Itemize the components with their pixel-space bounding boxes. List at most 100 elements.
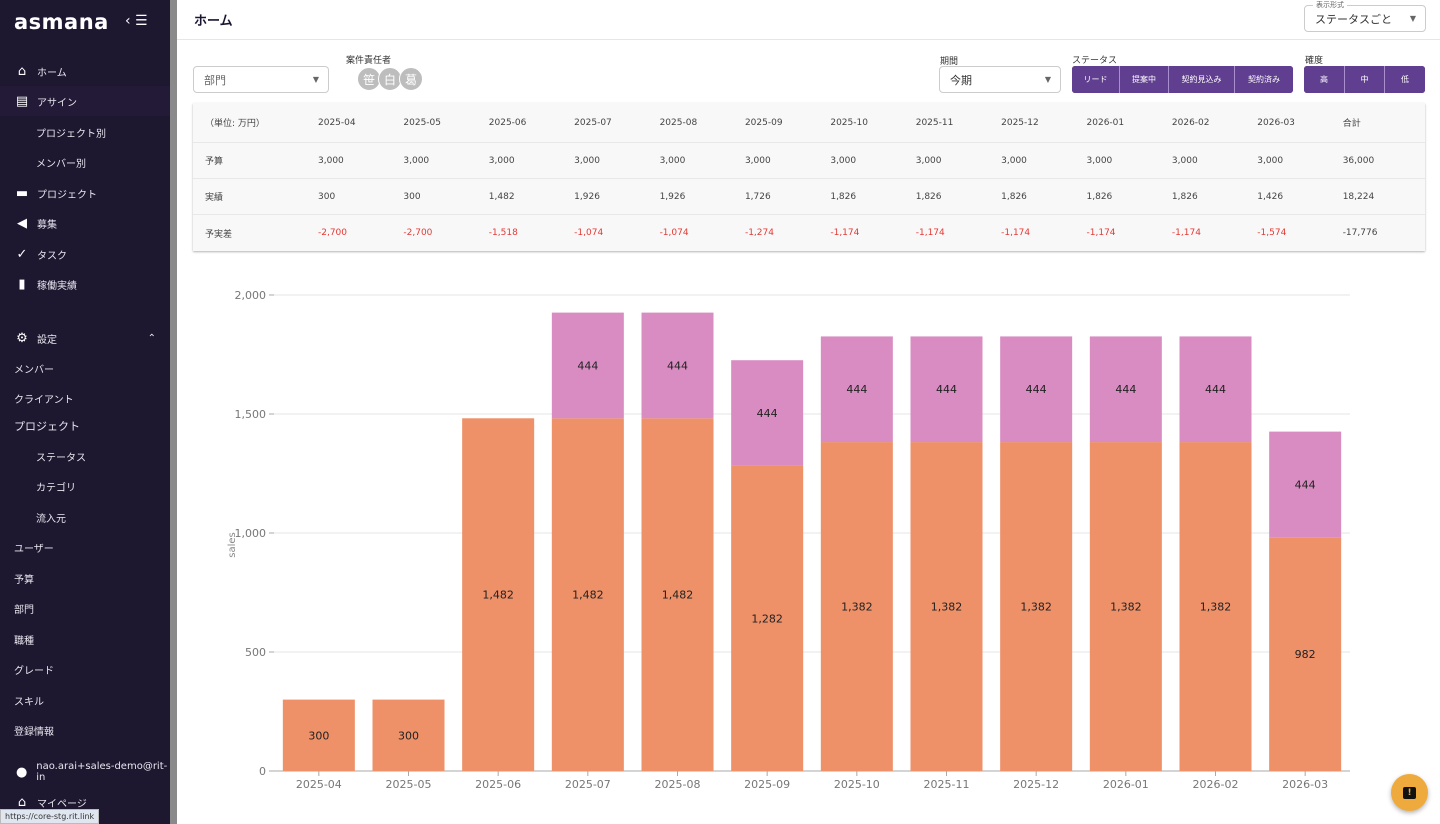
bar-data-label: 300: [398, 729, 419, 742]
bar-upper: [820, 336, 893, 443]
settings-item-budget[interactable]: 予算: [0, 563, 170, 593]
department-placeholder: 部門: [204, 73, 226, 87]
home-icon: ⌂: [17, 794, 27, 810]
table-cell: 3,000: [1086, 155, 1113, 166]
label: マイページ: [37, 798, 87, 810]
avatar[interactable]: 笹: [357, 67, 381, 91]
period-select[interactable]: 今期 ▼: [939, 66, 1061, 93]
settings-item-client[interactable]: クライアント: [0, 383, 170, 413]
user-account[interactable]: ● nao.arai+sales-demo@rit-in: [0, 757, 170, 787]
settings-item-user[interactable]: ユーザー: [0, 532, 170, 562]
label: ステータス: [36, 452, 86, 464]
certainty-button-group: 高 中 低: [1304, 66, 1425, 93]
sidebar-item-task[interactable]: ✓ タスク: [0, 239, 170, 269]
bar-base: [1089, 442, 1162, 771]
bar-data-label: 444: [757, 407, 778, 420]
settings-item-grade[interactable]: グレード: [0, 654, 170, 684]
gear-icon: ⚙: [16, 330, 28, 346]
settings-item-project[interactable]: プロジェクト: [0, 411, 170, 441]
label: タスク: [37, 250, 67, 262]
bar-upper: [1269, 431, 1342, 538]
certainty-low-button[interactable]: 低: [1385, 66, 1425, 93]
dropdown-arrow-icon: ▼: [1409, 14, 1416, 23]
bar-upper: [731, 360, 804, 466]
table-cell: 1,826: [915, 191, 942, 202]
user-email: nao.arai+sales-demo@rit-in: [36, 761, 168, 783]
bar-upper: [1089, 336, 1162, 443]
briefcase-icon: ▬: [15, 185, 29, 201]
bar-base: [1179, 442, 1252, 771]
bar-data-label: 1,482: [482, 589, 513, 602]
table-cell: 3,000: [318, 155, 344, 166]
status-contracted-button[interactable]: 契約済み: [1235, 66, 1293, 93]
bar-data-label: 1,482: [662, 589, 694, 602]
status-lead-button[interactable]: リード: [1072, 66, 1120, 93]
table-cell: -1,174: [1086, 228, 1116, 238]
table-cell: 1,426: [1257, 191, 1284, 202]
bar-data-label: 300: [308, 729, 329, 742]
x-tick-label: 2025-09: [744, 778, 790, 791]
settings-item-registration[interactable]: 登録情報: [0, 715, 170, 745]
label: 部門: [14, 604, 34, 616]
bar-upper: [910, 336, 983, 443]
department-select[interactable]: 部門 ▼: [193, 66, 329, 93]
settings-item-skill[interactable]: スキル: [0, 685, 170, 715]
table-cell: 300: [403, 191, 421, 202]
feedback-icon: !: [1403, 786, 1416, 799]
period-label: 期間: [940, 57, 959, 67]
y-axis-label: sales: [227, 532, 238, 557]
row-label: （単位: 万円）: [205, 119, 265, 129]
bar-data-label: 1,382: [1110, 601, 1142, 614]
y-tick-label: 1,500: [235, 408, 267, 421]
sidebar-item-project[interactable]: ▬ プロジェクト: [0, 178, 170, 208]
table-cell: 2025-08: [659, 117, 698, 128]
bar-upper: [1000, 336, 1073, 443]
table-row: 実績 300 300 1,482 1,926 1,926 1,726 1,826 1,826 1,…: [193, 179, 1425, 215]
x-tick-label: 2026-01: [1103, 778, 1149, 791]
sidebar-item-work-record[interactable]: ▮ 稼働実績: [0, 269, 170, 299]
bar-base: [910, 442, 983, 771]
table-cell: -1,174: [1001, 228, 1031, 238]
collapse-menu-icon[interactable]: ‹ ☰: [125, 13, 148, 29]
bar-data-label: 1,382: [1020, 601, 1052, 614]
label: プロジェクト: [37, 189, 97, 201]
sidebar-scrollbar[interactable]: [170, 0, 177, 824]
settings-item-job-type[interactable]: 職種: [0, 624, 170, 654]
certainty-mid-button[interactable]: 中: [1345, 66, 1385, 93]
app-logo[interactable]: asmana: [14, 10, 109, 34]
sidebar-item-by-member[interactable]: メンバー別: [0, 147, 170, 177]
label: 設定: [37, 334, 57, 346]
sidebar-item-assign[interactable]: ▤ アサイン: [0, 86, 170, 116]
feedback-button[interactable]: !: [1391, 774, 1428, 811]
bar-data-label: 444: [1115, 383, 1136, 396]
settings-item-category[interactable]: カテゴリ: [0, 471, 170, 501]
table-cell: -1,074: [659, 228, 689, 238]
settings-item-source[interactable]: 流入元: [0, 502, 170, 532]
table-cell: 3,000: [1257, 155, 1284, 166]
bar-data-label: 444: [667, 359, 688, 372]
status-expected-button[interactable]: 契約見込み: [1169, 66, 1235, 93]
sidebar-item-settings[interactable]: ⚙ 設定 ⌃: [0, 323, 170, 353]
table-cell: -1,574: [1257, 228, 1287, 238]
table-cell: 2025-05: [403, 117, 441, 128]
sidebar-item-recruit[interactable]: ◀ 募集: [0, 208, 170, 238]
table-cell: 1,826: [830, 191, 857, 202]
settings-item-department[interactable]: 部門: [0, 593, 170, 623]
table-cell: 1,826: [1001, 191, 1027, 202]
table-cell: -17,776: [1342, 228, 1378, 238]
label: スキル: [14, 696, 44, 708]
y-tick-label: 500: [245, 646, 266, 659]
avatar[interactable]: 葛: [399, 67, 423, 91]
status-proposal-button[interactable]: 提案中: [1120, 66, 1169, 93]
certainty-high-button[interactable]: 高: [1304, 66, 1345, 93]
settings-item-status[interactable]: ステータス: [0, 441, 170, 471]
display-mode-select[interactable]: 表示形式 ステータスごと ▼: [1304, 0, 1426, 32]
settings-item-member[interactable]: メンバー: [0, 353, 170, 383]
sidebar-item-mypage[interactable]: ⌂ マイページ: [0, 787, 170, 817]
bar-upper: [641, 312, 714, 419]
sidebar-item-by-project[interactable]: プロジェクト別: [0, 117, 170, 147]
label: 職種: [14, 635, 34, 647]
table-cell: 3,000: [1171, 155, 1198, 166]
table-cell: 36,000: [1342, 155, 1375, 166]
sidebar-item-home[interactable]: ⌂ ホーム: [0, 56, 170, 86]
